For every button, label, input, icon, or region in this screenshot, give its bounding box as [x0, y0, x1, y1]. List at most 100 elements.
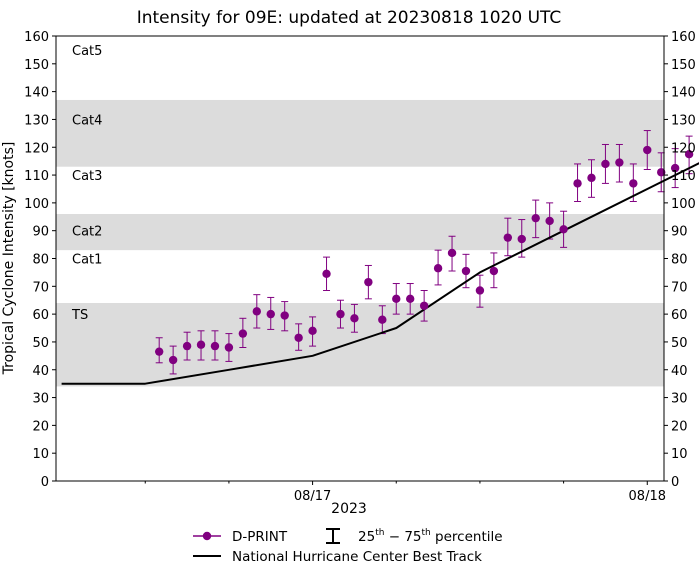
y-tick-label-left: 10	[32, 447, 49, 462]
y-tick-label-right: 20	[671, 419, 688, 434]
dprint-point	[461, 266, 471, 276]
x-axis-label: 2023	[331, 501, 367, 517]
dprint-point	[503, 233, 513, 242]
dprint-point	[196, 340, 206, 349]
dprint-point	[294, 333, 303, 342]
dprint-point	[168, 355, 178, 365]
y-tick-label-left: 0	[41, 475, 49, 490]
y-axis-left: 0 10 20 30 40 50 60 70 80 90 100 110 120 130 140 150 160	[24, 30, 56, 490]
x-axis: 08/17 08/18	[144, 481, 666, 504]
dprint-point	[531, 213, 540, 223]
legend-besttrack-label: National Hurricane Center Best Track	[232, 549, 482, 565]
dprint-point	[224, 343, 234, 352]
legend-errorbar-icon	[326, 528, 340, 544]
dprint-point	[280, 311, 289, 320]
y-tick-label-right: 30	[671, 392, 688, 407]
y-tick-label-right: 140	[671, 86, 696, 101]
legend: D-PRINT 25th − 75th percentile National …	[193, 528, 503, 565]
y-tick-label-right: 80	[671, 253, 688, 268]
dprint-point	[252, 307, 262, 316]
category-label-cat1: Cat1	[72, 253, 102, 268]
dprint-point	[406, 294, 415, 304]
y-axis-right: 0 10 20 30 40 50 60 70 80 90 100 110 120 130 140 150 160	[664, 30, 696, 490]
dprint-point	[643, 145, 652, 155]
y-tick-label-left: 140	[24, 86, 49, 101]
category-label-cat3: Cat3	[72, 169, 102, 184]
y-tick-label-right: 150	[671, 58, 696, 73]
dprint-point	[154, 347, 164, 356]
x-tick-label: 08/17	[294, 489, 331, 504]
legend-dprint-marker	[202, 531, 212, 541]
dprint-point	[629, 179, 638, 188]
chart-title: Intensity for 09E: updated at 20230818 1…	[137, 8, 562, 28]
y-tick-label-left: 30	[32, 392, 49, 407]
dprint-points	[154, 145, 699, 365]
y-tick-label-right: 70	[671, 280, 688, 295]
dprint-point	[392, 294, 401, 304]
best-track-line	[61, 162, 699, 385]
y-tick-label-left: 60	[32, 308, 49, 323]
y-tick-label-left: 160	[24, 30, 49, 45]
dprint-point	[587, 173, 596, 183]
y-tick-label-left: 110	[24, 169, 49, 184]
dprint-point	[238, 329, 248, 338]
dprint-point	[336, 309, 345, 319]
dprint-point	[475, 286, 485, 295]
dprint-point	[517, 234, 526, 244]
percentile-errorbars	[155, 130, 693, 375]
y-axis-label: Tropical Cyclone Intensity [knots]	[1, 142, 17, 376]
x-tick-label: 08/18	[629, 489, 666, 504]
dprint-point	[210, 341, 220, 351]
dprint-point	[670, 163, 680, 173]
dprint-point	[266, 309, 275, 319]
dprint-point	[559, 225, 568, 234]
dprint-point	[489, 266, 499, 276]
dprint-point	[419, 301, 429, 310]
y-tick-label-right: 100	[671, 197, 696, 212]
y-tick-label-right: 40	[671, 364, 688, 379]
dprint-point	[364, 277, 373, 287]
band-cat2	[56, 214, 664, 251]
y-tick-label-right: 50	[671, 336, 688, 351]
best-track-polyline	[61, 162, 699, 385]
category-label-cat4: Cat4	[72, 113, 102, 128]
y-tick-label-right: 120	[671, 141, 696, 156]
dprint-point	[433, 264, 443, 273]
y-tick-label-left: 50	[32, 336, 49, 351]
category-labels: TS Cat1 Cat2 Cat3 Cat4 Cat5	[71, 44, 102, 323]
category-bands	[56, 99, 664, 387]
y-tick-label-left: 80	[32, 253, 49, 268]
y-tick-label-left: 70	[32, 280, 49, 295]
y-tick-label-right: 10	[671, 447, 688, 462]
dprint-point	[350, 314, 359, 323]
dprint-point	[182, 341, 192, 351]
y-tick-label-right: 110	[671, 169, 696, 184]
y-tick-label-right: 60	[671, 308, 688, 323]
band-ts	[56, 303, 664, 387]
dprint-point	[308, 326, 317, 336]
category-label-cat5: Cat5	[72, 44, 102, 59]
dprint-point	[684, 150, 694, 159]
category-label-ts: TS	[71, 308, 88, 323]
y-tick-label-left: 40	[32, 364, 49, 379]
legend-percentile-label: 25th − 75th percentile	[358, 528, 503, 545]
y-tick-label-left: 100	[24, 197, 49, 212]
y-tick-label-right: 130	[671, 113, 696, 128]
dprint-point	[573, 179, 582, 188]
y-tick-label-left: 130	[24, 113, 49, 128]
y-tick-label-left: 20	[32, 419, 49, 434]
band-cat4	[56, 99, 664, 167]
dprint-point	[545, 216, 554, 226]
dprint-point	[447, 248, 457, 258]
legend-dprint-label: D-PRINT	[232, 529, 288, 545]
dprint-point	[615, 158, 624, 167]
dprint-point	[378, 315, 387, 324]
dprint-point	[657, 168, 666, 177]
y-tick-label-right: 160	[671, 30, 696, 45]
y-tick-label-left: 90	[32, 225, 49, 240]
category-label-cat2: Cat2	[72, 225, 102, 240]
dprint-point	[601, 159, 610, 169]
y-tick-label-left: 120	[24, 141, 49, 156]
